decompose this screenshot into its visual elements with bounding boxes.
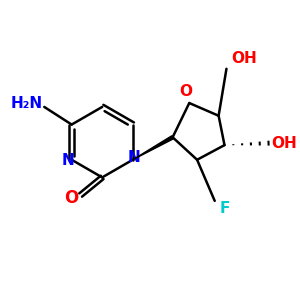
Text: N: N <box>127 150 140 165</box>
Text: H₂N: H₂N <box>11 95 43 110</box>
Text: OH: OH <box>271 136 297 151</box>
Text: O: O <box>179 84 192 99</box>
Polygon shape <box>133 136 173 160</box>
Text: F: F <box>219 201 230 216</box>
Text: O: O <box>64 189 78 207</box>
Text: N: N <box>61 153 74 168</box>
Text: OH: OH <box>231 52 257 67</box>
